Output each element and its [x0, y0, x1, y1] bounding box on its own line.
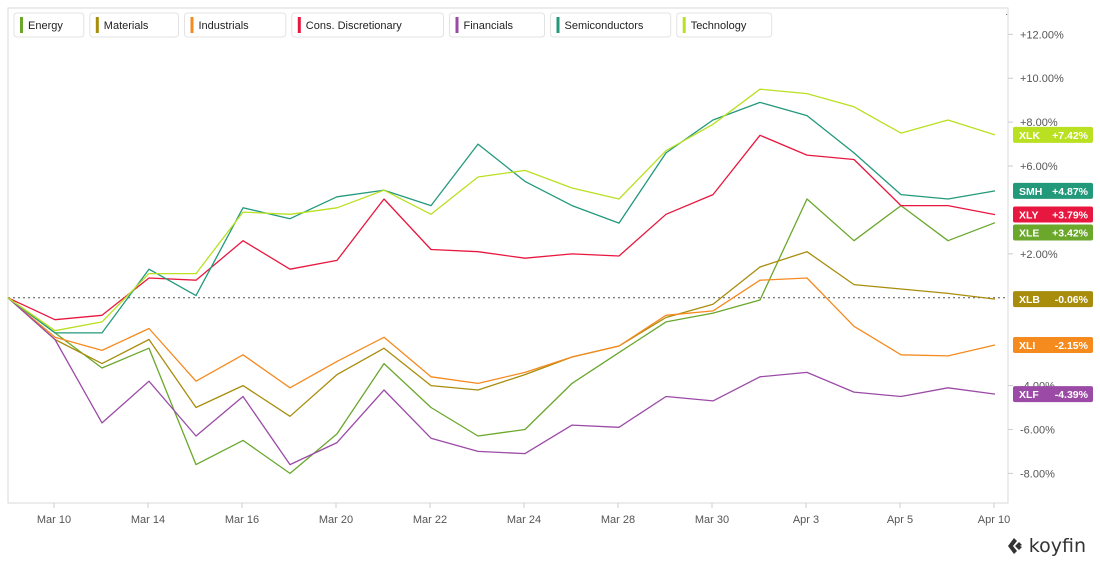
x-axis: Mar 10 Mar 14 Mar 16 Mar 20 Mar 22 Mar 24 Mar …: [37, 503, 1010, 526]
tag-background: [1013, 291, 1093, 308]
legend-chip: [676, 12, 773, 38]
tag-value: +3.79%: [1052, 210, 1089, 222]
chart-menu-dot[interactable]: ·: [1005, 9, 1008, 20]
legend-swatch: [190, 17, 194, 33]
legend-item-industrials[interactable]: Industrials: [184, 12, 287, 38]
tag-ticker: XLK: [1019, 130, 1040, 142]
last-value-tag-xlb: XLB -0.06%: [1013, 291, 1093, 308]
tag-value: +7.42%: [1052, 130, 1089, 142]
x-tick-label: Mar 10: [37, 514, 71, 526]
legend-item-materials[interactable]: Materials: [89, 12, 179, 38]
y-tick-label: +10.00%: [1020, 73, 1064, 85]
tag-ticker: XLE: [1019, 228, 1039, 240]
tag-background: [1013, 126, 1093, 143]
last-value-tag-smh: SMH +4.87%: [1013, 182, 1093, 199]
x-tick-label: Mar 30: [695, 514, 729, 526]
legend-swatch: [20, 17, 23, 33]
tag-ticker: XLI: [1019, 340, 1035, 352]
y-tick-label: -6.00%: [1020, 424, 1055, 436]
legend-chip: [449, 12, 545, 38]
legend-item-cons-discretionary[interactable]: Cons. Discretionary: [291, 12, 444, 38]
series-line-technology: [7, 88, 996, 332]
legend-label: Industrials: [199, 20, 250, 32]
tag-value: +3.42%: [1052, 228, 1089, 240]
x-tick-label: Apr 3: [793, 514, 819, 526]
legend-chip: [550, 12, 672, 38]
legend: Energy Materials Industrials Cons. Discreti…: [13, 12, 773, 38]
x-tick-label: Mar 24: [507, 514, 541, 526]
legend-item-semiconductors[interactable]: Semiconductors: [550, 12, 672, 38]
koyfin-brand[interactable]: koyfin: [1006, 535, 1086, 557]
tag-background: [1013, 336, 1093, 353]
x-tick-label: Apr 10: [978, 514, 1010, 526]
legend-swatch: [682, 17, 686, 33]
tag-ticker: XLB: [1019, 294, 1040, 306]
last-value-tags: XLK +7.42% SMH +4.87% XLY +3.79% XLE +3.42% XLB -…: [1013, 126, 1093, 403]
x-tick-label: Mar 22: [413, 514, 447, 526]
series-line-industrials: [7, 277, 996, 389]
x-tick-label: Mar 16: [225, 514, 259, 526]
legend-label: Technology: [691, 20, 747, 32]
series-line-energy: [7, 198, 996, 475]
tag-background: [1013, 206, 1093, 223]
tag-value: -4.39%: [1055, 389, 1089, 401]
legend-chip: [13, 12, 85, 38]
legend-chip: [89, 12, 179, 38]
series-line-materials: [7, 251, 996, 417]
last-value-tag-xli: XLI -2.15%: [1013, 336, 1093, 353]
tag-value: -2.15%: [1055, 340, 1089, 352]
koyfin-logo-icon: [1007, 538, 1022, 554]
legend-label: Cons. Discretionary: [306, 20, 402, 32]
y-tick-label: +8.00%: [1020, 117, 1058, 129]
tag-value: +4.87%: [1052, 186, 1089, 198]
last-value-tag-xle: XLE +3.42%: [1013, 224, 1093, 241]
legend-item-technology[interactable]: Technology: [676, 12, 773, 38]
series-line-cons-discretionary: [7, 134, 996, 321]
y-tick-label: +6.00%: [1020, 161, 1058, 173]
brand-name: koyfin: [1028, 535, 1086, 557]
legend-chip: [184, 12, 287, 38]
x-tick-label: Mar 14: [131, 514, 165, 526]
legend-swatch: [556, 17, 560, 33]
x-tick-label: Mar 20: [319, 514, 353, 526]
tag-background: [1013, 182, 1093, 199]
legend-label: Semiconductors: [565, 20, 644, 32]
last-value-tag-xly: XLY +3.79%: [1013, 206, 1093, 223]
x-tick-label: Mar 28: [601, 514, 635, 526]
plot-area-border: [7, 7, 1009, 504]
legend-swatch: [95, 17, 99, 33]
legend-swatch: [455, 17, 459, 33]
legend-item-financials[interactable]: Financials: [449, 12, 545, 38]
tag-background: [1013, 224, 1093, 241]
tag-ticker: XLF: [1019, 389, 1039, 401]
legend-label: Financials: [464, 20, 514, 32]
y-axis: +12.00%+10.00%+8.00%+6.00%+2.00%-4.00%-6…: [1008, 29, 1064, 480]
tag-value: -0.06%: [1055, 294, 1089, 306]
y-tick-label: +2.00%: [1020, 249, 1058, 261]
legend-label: Materials: [104, 20, 149, 32]
last-value-tag-xlk: XLK +7.42%: [1013, 126, 1093, 143]
y-tick-label: +12.00%: [1020, 29, 1064, 41]
tag-ticker: XLY: [1019, 210, 1038, 222]
tag-background: [1013, 386, 1093, 403]
legend-swatch: [297, 17, 301, 33]
series-line-financials: [7, 297, 996, 466]
series-line-semiconductors: [7, 101, 996, 334]
legend-chip: [291, 12, 444, 38]
series-lines: [7, 88, 996, 475]
last-value-tag-xlf: XLF -4.39%: [1013, 386, 1093, 403]
x-tick-label: Apr 5: [887, 514, 913, 526]
y-tick-label: -8.00%: [1020, 468, 1055, 480]
tag-ticker: SMH: [1019, 186, 1042, 198]
legend-item-energy[interactable]: Energy: [13, 12, 85, 38]
legend-label: Energy: [28, 20, 63, 32]
